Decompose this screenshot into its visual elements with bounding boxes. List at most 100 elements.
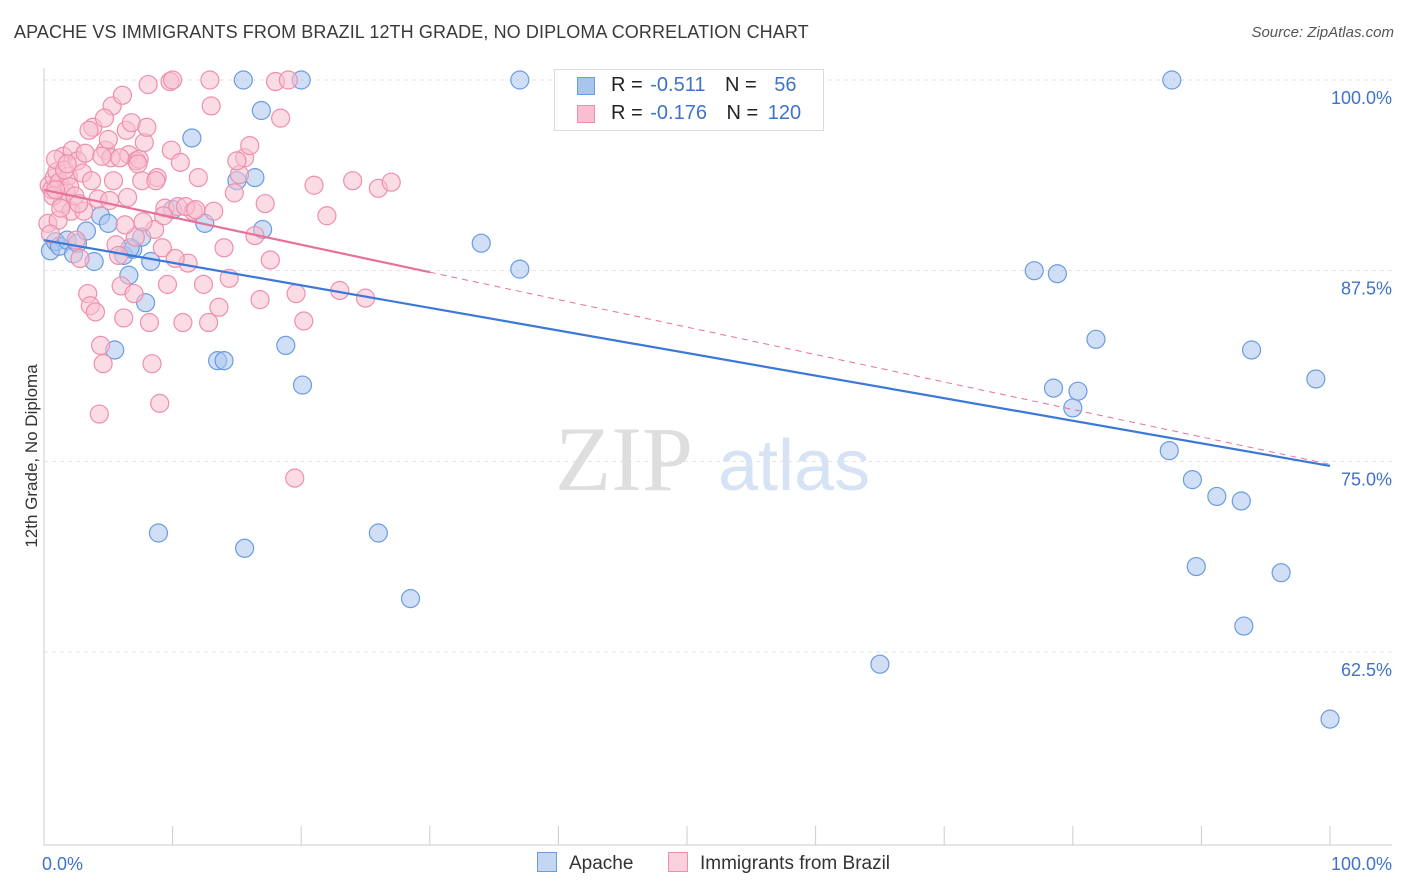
data-point	[233, 70, 253, 90]
data-point	[227, 151, 247, 171]
y-tick-label: 62.5%	[1341, 660, 1392, 680]
data-point	[204, 201, 224, 221]
data-point	[115, 215, 135, 235]
data-point	[400, 589, 421, 609]
legend-label-brazil: Immigrants from Brazil	[700, 853, 891, 874]
series-brazil-points	[38, 70, 401, 488]
data-point	[182, 128, 202, 148]
data-point	[110, 148, 130, 168]
axes	[43, 68, 1392, 846]
data-point	[188, 168, 208, 188]
x-tick-label: 100.0%	[1331, 854, 1392, 874]
data-point	[201, 96, 221, 116]
data-point	[92, 146, 112, 166]
data-point	[1320, 709, 1340, 729]
stats-swatch-brazil	[577, 105, 595, 123]
data-point	[138, 74, 158, 95]
data-point	[98, 213, 118, 233]
source-credit: Source: ZipAtlas.com	[1251, 24, 1394, 41]
data-point	[139, 312, 160, 333]
n-label: N =	[725, 74, 757, 96]
tick-labels: 100.0% 87.5% 75.0% 62.5% 0.0% 100.0%	[42, 88, 1392, 874]
legend-label-apache: Apache	[569, 853, 634, 874]
data-point	[1047, 264, 1067, 284]
data-point	[1024, 261, 1044, 281]
data-point	[112, 85, 133, 105]
data-point	[117, 187, 138, 208]
data-point	[70, 248, 90, 269]
data-point	[57, 154, 77, 174]
r-value: -0.511	[650, 74, 706, 96]
data-point	[1207, 486, 1227, 507]
data-point	[245, 168, 265, 188]
data-point	[40, 224, 61, 244]
data-point	[90, 335, 111, 356]
y-tick-label: 75.0%	[1341, 469, 1392, 489]
stats-legend-box: R = -0.511 N = 56 R = -0.176 N = 120	[554, 69, 824, 131]
data-point	[294, 311, 314, 331]
data-point	[271, 108, 291, 128]
data-point	[173, 312, 193, 333]
data-point	[148, 523, 169, 543]
watermark: ZIP atlas	[555, 408, 870, 510]
data-point	[114, 308, 134, 328]
data-point	[186, 200, 206, 220]
data-point	[128, 154, 148, 174]
data-point	[255, 193, 275, 214]
data-point	[286, 283, 306, 304]
data-point	[471, 233, 491, 253]
y-tick-label: 100.0%	[1331, 88, 1392, 108]
data-point	[1231, 491, 1251, 511]
trend-line-apache	[43, 239, 1331, 467]
data-point	[1271, 563, 1291, 583]
r-value: -0.176	[650, 102, 707, 124]
data-point	[304, 175, 324, 195]
data-point	[124, 283, 144, 304]
data-point	[199, 312, 219, 333]
data-point	[870, 654, 890, 674]
data-point	[317, 206, 337, 226]
data-point	[235, 538, 255, 558]
y-tick-label: 87.5%	[1341, 279, 1392, 299]
data-point	[214, 238, 234, 258]
data-point	[1086, 329, 1106, 349]
data-point	[1159, 441, 1179, 461]
data-point	[510, 70, 530, 90]
data-point	[1186, 556, 1206, 577]
data-point	[1234, 616, 1254, 636]
data-point	[200, 70, 220, 90]
n-value: 120	[767, 102, 802, 124]
watermark-zip: ZIP	[555, 408, 693, 510]
data-point	[250, 290, 270, 310]
stats-swatch-apache	[577, 77, 595, 95]
data-point	[278, 70, 298, 90]
data-point	[214, 351, 234, 371]
data-point	[152, 238, 172, 258]
data-point	[133, 212, 153, 232]
data-point	[1162, 70, 1182, 90]
data-point	[1241, 340, 1262, 360]
data-point	[209, 297, 229, 317]
data-point	[99, 190, 120, 211]
data-point	[276, 335, 296, 356]
data-point	[285, 468, 305, 488]
data-point	[224, 183, 244, 203]
x-tick-label: 0.0%	[42, 854, 83, 874]
data-point	[1043, 378, 1064, 398]
data-point	[125, 227, 145, 247]
data-point	[103, 171, 124, 191]
legend-item-brazil[interactable]: Immigrants from Brazil	[668, 852, 890, 876]
data-point	[75, 143, 95, 163]
data-point	[510, 259, 530, 279]
data-point	[89, 404, 109, 424]
data-point	[343, 171, 363, 191]
data-point	[150, 393, 170, 413]
data-point	[193, 274, 214, 294]
data-point	[79, 120, 99, 140]
legend-swatch-brazil	[668, 852, 688, 872]
data-point	[260, 250, 280, 270]
r-label: R =	[611, 102, 643, 124]
trend-line-brazil	[43, 188, 431, 274]
legend-item-apache[interactable]: Apache	[537, 852, 633, 876]
